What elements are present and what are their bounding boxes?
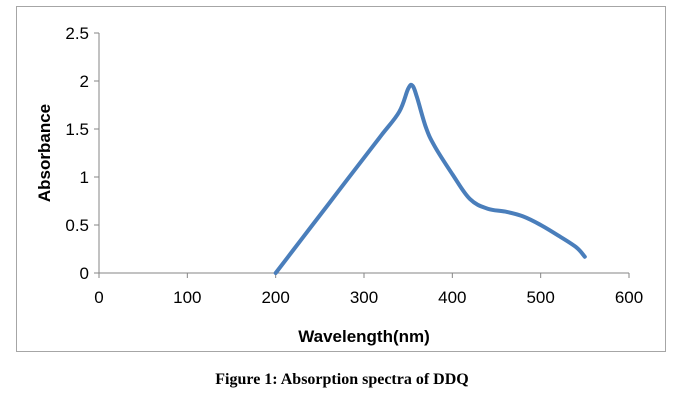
figure-caption: Figure 1: Absorption spectra of DDQ: [215, 371, 469, 388]
x-tick-label: 300: [350, 288, 378, 307]
x-tick-label: 400: [438, 288, 466, 307]
y-tick-label: 1: [80, 168, 89, 187]
y-axis-title: Absorbance: [35, 104, 54, 202]
y-tick-label: 0: [80, 264, 89, 283]
y-tick-label: 2.5: [65, 24, 89, 43]
x-tick-label: 200: [261, 288, 289, 307]
chart-plot: 0 0.5 1 1.5 2 2.5 0 100 200 300 400 500 600 Wavelen…: [35, 24, 643, 346]
x-tick-label: 500: [526, 288, 554, 307]
x-tick-label: 0: [94, 288, 103, 307]
x-tick-label: 100: [173, 288, 201, 307]
x-tick-label: 600: [615, 288, 643, 307]
chart-frame: 0 0.5 1 1.5 2 2.5 0 100 200 300 400 500 600 Wavelen…: [16, 6, 666, 352]
y-tick-label: 1.5: [65, 120, 89, 139]
x-axis-title: Wavelength(nm): [298, 327, 430, 346]
y-tick-label: 2: [80, 72, 89, 91]
absorbance-series-line: [273, 82, 587, 275]
y-tick-label: 0.5: [65, 216, 89, 235]
